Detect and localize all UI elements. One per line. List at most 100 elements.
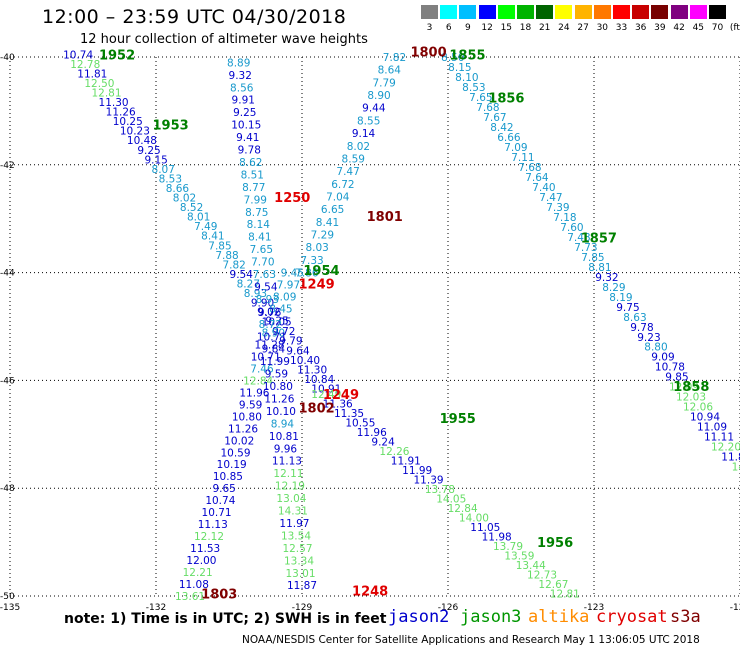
wave-height-value: 11.13 — [198, 519, 228, 531]
footer-credit: NOAA/NESDIS Center for Satellite Applica… — [242, 634, 700, 646]
wave-height-value: 10.48 — [127, 135, 157, 147]
wave-height-value: 7.40 — [532, 182, 555, 194]
wave-height-value: 13.54 — [281, 530, 311, 542]
wave-height-value: 12.09 — [669, 382, 699, 394]
wave-height-value: 8.10 — [455, 72, 478, 84]
scale-label: 9 — [465, 23, 471, 33]
wave-height-value: 9.02 — [257, 306, 280, 318]
wave-height-value: 10.19 — [217, 459, 247, 471]
wave-height-value: 7.73 — [574, 242, 597, 254]
wave-height-value: 8.77 — [242, 182, 265, 194]
y-tick-label: -40 — [0, 53, 15, 63]
wave-height-value: 12.00 — [186, 555, 216, 567]
wave-height-value: 7.09 — [504, 142, 527, 154]
wave-height-value: 9.25 — [265, 316, 288, 328]
wave-height-value: 9.32 — [229, 70, 252, 82]
wave-height-value: 8.63 — [623, 312, 646, 324]
wave-height-value: 12.49 — [311, 389, 341, 401]
wave-height-value: 9.90 — [251, 298, 274, 310]
scale-label: (ft) — [729, 23, 740, 33]
wave-height-value: 10.74 — [205, 495, 235, 507]
scale-label: 39 — [654, 23, 666, 33]
wave-height-value: 13.78 — [425, 484, 455, 496]
wave-height-value: 8.19 — [609, 292, 632, 304]
wave-height-value: 12.20 — [711, 442, 740, 454]
time-label: 1858 — [673, 380, 709, 395]
scale-swatch — [670, 5, 688, 19]
scale-label: 36 — [634, 23, 647, 33]
wave-height-value: 11.99 — [402, 465, 432, 477]
satellite-s3a: s3a — [670, 607, 701, 627]
wave-height-value: 10.71 — [202, 507, 232, 519]
wave-height-value: 8.14 — [247, 219, 271, 231]
wave-height-value: 9.76 — [258, 307, 282, 319]
wave-height-value: 11.35 — [334, 408, 364, 420]
wave-height-value: 8.45 — [269, 304, 292, 316]
wave-height-value: 8.90 — [367, 90, 390, 102]
wave-height-value: 8.41 — [201, 231, 224, 243]
wave-height-value: 9.15 — [144, 154, 167, 166]
scale-label: 21 — [538, 23, 551, 33]
wave-height-value: 9.59 — [265, 369, 288, 381]
wave-height-value: 9.09 — [651, 352, 674, 364]
wave-height-value: 12.03 — [676, 392, 706, 404]
wave-height-value: 8.41 — [248, 232, 271, 244]
scale-swatch — [478, 5, 496, 19]
wave-height-value: 9.25 — [233, 107, 256, 119]
scale-swatch — [536, 5, 554, 19]
wave-height-value: 9.85 — [665, 372, 688, 384]
wave-height-value: 8.62 — [239, 157, 262, 169]
time-label: 1803 — [201, 587, 237, 602]
y-tick-label: -46 — [0, 376, 15, 386]
wave-height-value: 13.79 — [493, 541, 523, 553]
scale-label: 27 — [577, 23, 589, 33]
wave-height-value: 9.78 — [630, 322, 653, 334]
wave-height-value: 10.55 — [345, 417, 375, 429]
wave-height-value: 7.68 — [476, 102, 499, 114]
scale-swatch — [555, 5, 573, 19]
wave-height-value: 8.02 — [347, 141, 370, 153]
wave-height-value: 8.89 — [227, 57, 250, 69]
wave-height-value: 12.57 — [282, 543, 312, 555]
wave-height-value: 14.05 — [436, 493, 466, 505]
wave-height-value: 8.53 — [159, 173, 182, 185]
wave-height-value: 10.80 — [232, 411, 262, 423]
wave-height-value: 11.28 — [255, 339, 285, 351]
scale-swatch — [497, 5, 515, 19]
wave-height-value: 9.64 — [286, 345, 310, 357]
wave-height-value: 8.29 — [602, 282, 625, 294]
scale-swatch — [440, 5, 458, 19]
wave-height-value: 7.79 — [372, 77, 395, 89]
wave-height-value: 9.25 — [137, 145, 160, 157]
wave-height-value: 7.70 — [251, 257, 274, 269]
scale-label: 6 — [445, 23, 452, 33]
wave-height-value: 9.65 — [212, 483, 235, 495]
wave-height-value: 7.85 — [581, 252, 604, 264]
wave-height-value: 8.03 — [305, 242, 328, 254]
scale-label: 12 — [481, 23, 493, 33]
satellite-jason3: jason3 — [460, 607, 522, 627]
time-label: 1954 — [303, 264, 339, 279]
wave-height-value: 8.07 — [152, 164, 175, 176]
scale-swatch — [632, 5, 650, 19]
y-tick-label: -50 — [0, 592, 15, 602]
wave-height-value: 8.94 — [271, 418, 295, 430]
wave-height-value: 10.23 — [120, 126, 150, 138]
wave-height-value: 8.81 — [588, 262, 611, 274]
wave-height-value: 13.59 — [504, 550, 534, 562]
time-label: 1953 — [153, 118, 189, 133]
wave-height-value: 7.60 — [560, 222, 583, 234]
wave-height-value: 12.50 — [84, 78, 114, 90]
wave-height-value: 8.59 — [342, 153, 365, 165]
time-label: 1952 — [99, 48, 135, 63]
wave-height-value: 9.79 — [279, 336, 302, 348]
wave-height-value: 11.26 — [106, 107, 136, 119]
wave-height-value: 12.67 — [538, 579, 568, 591]
wave-height-value: 8.93 — [244, 288, 267, 300]
wave-height-value: 10.05 — [262, 317, 292, 329]
wave-height-value: 7.68 — [518, 162, 541, 174]
time-label: 1855 — [449, 48, 485, 63]
wave-height-value: 9.75 — [616, 302, 639, 314]
wave-height-value: 10.59 — [220, 447, 250, 459]
chart-title: 12:00 – 23:59 UTC 04/30/2018 — [42, 6, 347, 28]
